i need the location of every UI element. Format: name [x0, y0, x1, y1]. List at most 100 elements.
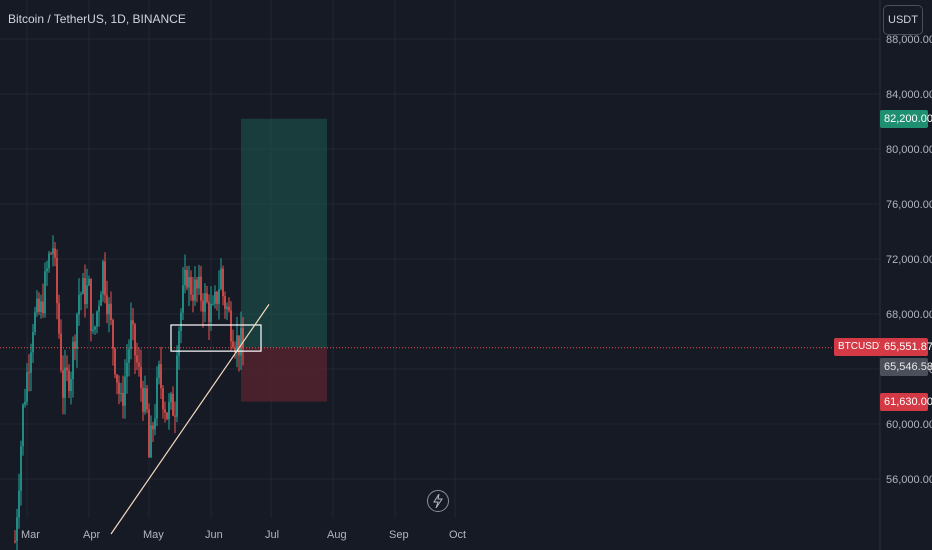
candle-body [174, 415, 176, 417]
candle-body [54, 248, 56, 258]
candle-body [90, 278, 92, 332]
candle-body [130, 320, 132, 349]
time-tick-label: Mar [21, 529, 40, 541]
price-tick-label: 84,000.00 [886, 89, 932, 101]
candle-body [200, 276, 202, 301]
profit-zone[interactable] [241, 118, 327, 348]
candle-body [74, 341, 76, 349]
price-tick-label: 76,000.00 [886, 199, 932, 211]
candle-body [18, 490, 20, 518]
target-price-tag: 82,200.00 [880, 110, 932, 128]
candle-body [180, 312, 182, 332]
currency-button[interactable]: USDT [883, 5, 923, 35]
candle-body [22, 404, 24, 447]
symbol-title[interactable]: Bitcoin / TetherUS, 1D, BINANCE [8, 12, 186, 26]
candle-body [28, 372, 30, 374]
candle-body [102, 261, 104, 294]
candle-body [176, 355, 178, 417]
candle-body [114, 348, 116, 375]
candle-body [92, 329, 94, 332]
candle-body [52, 248, 54, 254]
candle-body [242, 327, 244, 348]
last-price-tag: 65,551.87 [880, 338, 932, 356]
candle-body [166, 412, 168, 420]
price-tick-label: 88,000.00 [886, 34, 932, 46]
candle-body [148, 409, 150, 458]
drawings[interactable] [0, 304, 880, 535]
candle-body [206, 293, 208, 302]
candle-body [152, 425, 154, 430]
candle-body [122, 392, 124, 406]
candle-body [194, 279, 196, 301]
candle-body [34, 312, 36, 332]
candle-body [82, 278, 84, 294]
candle-body [208, 301, 210, 323]
mark-price-tag: 65,546.58 [880, 358, 932, 376]
candle-body [94, 326, 96, 330]
lightning-icon[interactable] [427, 490, 449, 512]
candle-body [112, 319, 114, 349]
price-tick-label: 56,000.00 [886, 474, 932, 486]
range-box[interactable] [170, 324, 262, 352]
candle-body [32, 331, 34, 353]
price-axis[interactable]: 88,000.00 84,000.00 80,000.00 76,000.00 72,0… [879, 0, 932, 550]
candle-body [16, 517, 18, 542]
candle-body [188, 277, 190, 288]
candle-body [108, 303, 110, 315]
candle-body [104, 261, 106, 296]
candle-body [120, 392, 122, 394]
candle-body [96, 311, 98, 327]
candle-body [88, 278, 90, 286]
time-tick-label: Aug [327, 529, 347, 541]
candle-body [144, 388, 146, 412]
candle-body [56, 257, 58, 304]
symbol-label: BTCUSDT [834, 338, 890, 356]
candle-body [224, 296, 226, 309]
candle-body [38, 298, 40, 312]
candle-body [128, 348, 130, 363]
candle-body [98, 305, 100, 312]
time-tick-label: May [143, 529, 164, 541]
candle-body [186, 270, 188, 288]
candle-body [100, 293, 102, 306]
candle-body [146, 388, 148, 410]
candle-body [230, 310, 232, 342]
candle-body [86, 285, 88, 305]
candle-body [58, 303, 60, 334]
candle-body [48, 253, 50, 269]
candle-body [138, 362, 140, 367]
candle-body [202, 300, 204, 312]
candle-body [182, 285, 184, 313]
candle-body [46, 268, 48, 272]
candle-body [156, 377, 158, 419]
candle-body [154, 418, 156, 430]
price-tick-label: 60,000.00 [886, 419, 932, 431]
candle-body [68, 370, 70, 392]
candle-body [142, 387, 144, 412]
candle-body [14, 540, 16, 542]
candle-body [240, 327, 242, 356]
candle-body [234, 347, 236, 351]
candle-body [218, 289, 220, 304]
candle-body [160, 364, 162, 389]
stop-price-tag: 61,630.00 [880, 393, 932, 411]
chart-grid [0, 0, 880, 518]
candle-body [116, 374, 118, 383]
candle-body [20, 446, 22, 491]
candle-body [66, 367, 68, 371]
candle-body [78, 294, 80, 315]
candle-body [232, 341, 234, 348]
candle-body [198, 276, 200, 289]
candle-body [220, 268, 222, 290]
trend-line[interactable] [110, 304, 270, 535]
candle-body [134, 324, 136, 356]
candle-body [24, 401, 26, 405]
candle-body [212, 303, 214, 305]
position-zones[interactable] [241, 118, 327, 402]
candle-body [62, 370, 64, 398]
candle-body [50, 253, 52, 255]
time-axis[interactable]: Mar Apr May Jun Jul Aug Sep Oct [21, 529, 466, 541]
candle-body [44, 271, 46, 314]
loss-zone[interactable] [241, 347, 327, 402]
